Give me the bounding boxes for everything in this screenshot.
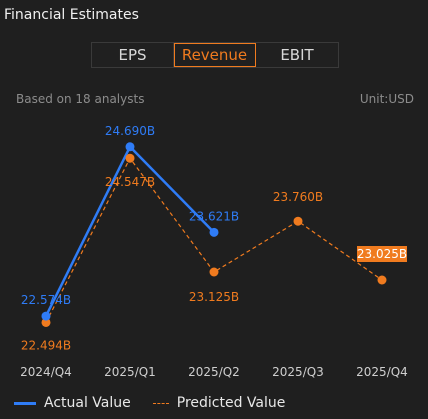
x-axis-tick-label: 2025/Q2 xyxy=(188,365,240,379)
chart-legend: Actual Value Predicted Value xyxy=(14,393,307,413)
legend-actual[interactable]: Actual Value xyxy=(14,395,131,411)
legend-actual-label: Actual Value xyxy=(44,395,131,411)
x-axis-tick-label: 2024/Q4 xyxy=(20,365,72,379)
legend-predicted[interactable]: Predicted Value xyxy=(152,395,286,411)
legend-predicted-label: Predicted Value xyxy=(176,395,286,411)
actual-swatch-icon xyxy=(14,401,36,405)
x-axis-tick-label: 2025/Q3 xyxy=(272,365,324,379)
actual-data-label: 22.574B xyxy=(21,293,71,307)
predicted-point xyxy=(293,216,303,226)
x-axis-tick-label: 2025/Q1 xyxy=(104,365,156,379)
metric-tabs: EPS Revenue EBIT xyxy=(91,42,339,68)
tab-revenue[interactable]: Revenue xyxy=(174,43,256,67)
predicted-point xyxy=(125,153,135,163)
tab-ebit[interactable]: EBIT xyxy=(280,46,314,64)
actual-point xyxy=(41,311,51,321)
predicted-data-label: 24.547B xyxy=(105,175,155,189)
actual-point xyxy=(209,227,219,237)
predicted-point xyxy=(41,317,51,327)
x-axis-tick-label: 2025/Q4 xyxy=(356,365,408,379)
actual-data-label: 23.621B xyxy=(189,209,239,223)
actual-point xyxy=(125,142,135,152)
analyst-count: Based on 18 analysts xyxy=(16,92,145,106)
actual-data-label: 24.690B xyxy=(105,124,155,138)
predicted-data-label: 23.760B xyxy=(273,190,323,204)
predicted-data-label: 23.125B xyxy=(189,290,239,304)
unit-label: Unit:USD xyxy=(359,92,414,106)
predicted-swatch-icon xyxy=(152,402,169,404)
tab-eps[interactable]: EPS xyxy=(92,43,174,67)
predicted-point xyxy=(377,275,387,285)
predicted-highlight-badge xyxy=(357,246,407,262)
widget-title: Financial Estimates xyxy=(4,7,139,23)
predicted-data-label: 23.025B xyxy=(357,247,407,261)
predicted-point xyxy=(209,267,219,277)
predicted-data-label: 22.494B xyxy=(21,338,71,352)
